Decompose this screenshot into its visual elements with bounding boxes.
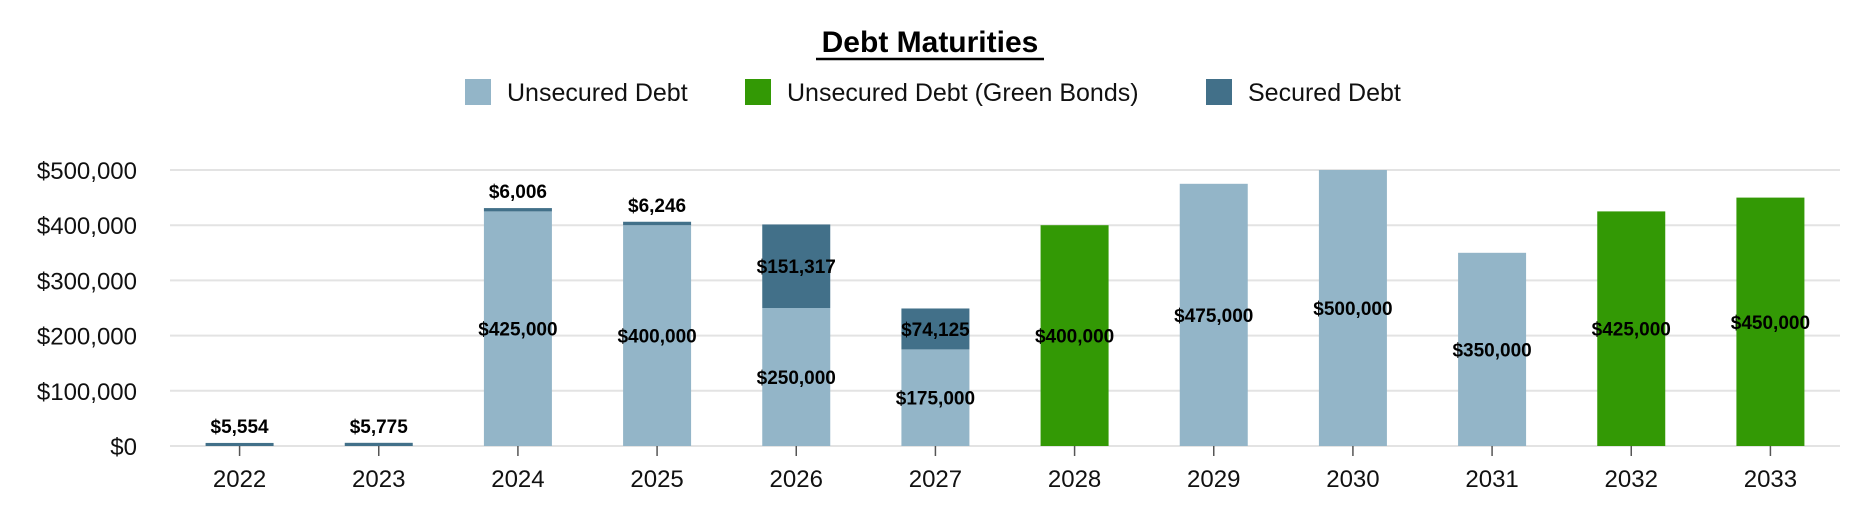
bars [205,170,1805,447]
data-label: $5,554 [211,417,270,438]
legend-swatch-unsecured-debt-green-bonds [745,79,771,105]
y-tick-label: $500,000 [37,158,137,185]
data-label: $350,000 [1452,340,1531,361]
data-label: $250,000 [757,368,836,389]
data-label: $425,000 [1592,320,1671,341]
data-label: $500,000 [1313,299,1392,320]
data-label: $6,006 [489,182,547,203]
legend-label-secured-debt: Secured Debt [1248,79,1401,107]
bar-unsecured-debt-2031 [1458,252,1527,446]
x-tick-label: 2029 [1187,466,1240,493]
bar-unsecured-debt-2024 [483,211,552,446]
y-tick-label: $0 [110,434,137,461]
x-axis: 2022 2023 2024 2025 2026 2027 2028 2029 2030 2031… [213,446,1797,493]
bar-unsecured-debt-2029 [1179,183,1248,447]
x-tick-label: 2031 [1465,466,1518,493]
x-tick-label: 2024 [491,466,544,493]
bar-unsecured-debt-2025 [623,225,692,446]
y-tick-label: $400,000 [37,213,137,240]
bar-secured-debt-2027 [901,308,970,350]
bar-secured-debt-2023 [344,442,413,446]
data-label: $175,000 [896,389,975,410]
bar-secured-debt-2024 [483,208,552,212]
data-label: $151,317 [757,257,836,278]
legend-swatch-unsecured-debt [465,79,491,105]
data-labels: $425,000 $400,000 $250,000 $175,000 $475,000… [211,182,1811,438]
bar-secured-debt-2026 [762,224,831,308]
x-tick-label: 2027 [909,466,962,493]
x-tick-label: 2033 [1744,466,1797,493]
bar-secured-debt-2025 [623,221,692,226]
x-tick-label: 2025 [630,466,683,493]
data-label: $6,246 [628,196,686,217]
y-axis: $0 $100,000 $200,000 $300,000 $400,000 $500,0… [37,158,137,461]
bar-unsecured-debt-green-bonds-2028 [1040,225,1109,446]
x-tick-label: 2032 [1605,466,1658,493]
data-label: $400,000 [617,327,696,348]
data-label: $74,125 [901,320,970,341]
x-tick-label: 2028 [1048,466,1101,493]
data-label: $425,000 [478,320,557,341]
data-label: $475,000 [1174,306,1253,327]
y-tick-label: $200,000 [37,324,137,351]
data-label: $450,000 [1731,313,1810,334]
y-tick-label: $300,000 [37,268,137,295]
legend-swatch-secured-debt [1206,79,1232,105]
bar-unsecured-debt-green-bonds-2032 [1597,211,1666,446]
data-label: $5,775 [350,417,409,438]
bar-secured-debt-2022 [205,442,274,446]
chart-legend: Unsecured Debt Unsecured Debt (Green Bond… [465,79,1401,107]
chart-title: Debt Maturities [822,26,1039,59]
data-label: $400,000 [1035,327,1114,348]
y-tick-label: $100,000 [37,379,137,406]
bar-unsecured-debt-2026 [762,308,831,446]
x-tick-label: 2026 [770,466,823,493]
x-tick-label: 2030 [1326,466,1379,493]
x-tick-label: 2022 [213,466,266,493]
bar-unsecured-debt-green-bonds-2033 [1736,197,1805,446]
bar-unsecured-debt-2027 [901,349,970,446]
gridlines [170,169,1840,447]
bar-unsecured-debt-2030 [1318,170,1387,446]
legend-label-unsecured-debt: Unsecured Debt [507,79,688,107]
x-tick-label: 2023 [352,466,405,493]
legend-label-unsecured-debt-green-bonds: Unsecured Debt (Green Bonds) [787,79,1139,107]
